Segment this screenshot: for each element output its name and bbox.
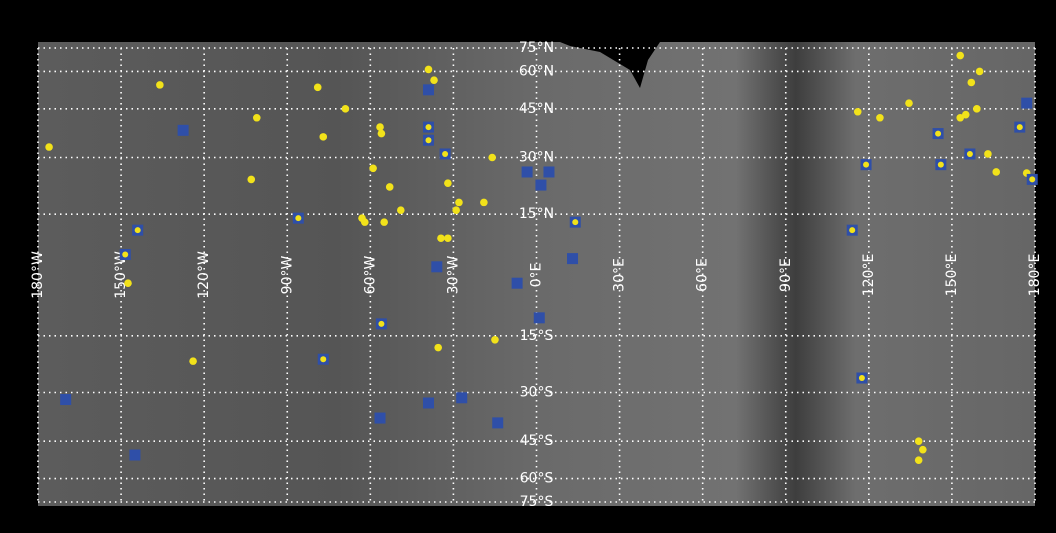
site-marker bbox=[156, 81, 164, 89]
site-marker bbox=[378, 130, 386, 138]
site-marker-dot bbox=[938, 162, 944, 168]
site-marker bbox=[956, 52, 964, 60]
site-marker-dot bbox=[320, 356, 326, 362]
site-marker bbox=[437, 234, 445, 242]
site-marker bbox=[314, 84, 322, 92]
site-marker bbox=[189, 357, 197, 365]
site-marker bbox=[423, 84, 434, 95]
site-marker bbox=[968, 79, 976, 87]
site-marker bbox=[397, 206, 405, 214]
site-marker bbox=[491, 336, 499, 344]
site-marker bbox=[342, 105, 350, 113]
site-marker-dot bbox=[425, 124, 431, 130]
site-marker-dot bbox=[442, 151, 448, 157]
site-marker bbox=[992, 168, 1000, 176]
site-marker bbox=[915, 437, 923, 445]
site-marker bbox=[376, 123, 384, 131]
site-marker bbox=[431, 261, 442, 272]
site-marker bbox=[361, 218, 369, 226]
site-marker bbox=[876, 114, 884, 122]
site-marker bbox=[567, 253, 578, 264]
site-marker-dot bbox=[863, 162, 869, 168]
site-marker bbox=[488, 154, 496, 162]
latitude-label: 30°N bbox=[519, 150, 554, 166]
longitude-label: 180°E bbox=[1027, 254, 1043, 297]
site-marker-dot bbox=[295, 215, 301, 221]
site-marker bbox=[915, 456, 923, 464]
site-marker-dot bbox=[425, 137, 431, 143]
site-marker bbox=[1021, 98, 1032, 109]
longitude-label: 120°E bbox=[861, 254, 877, 297]
site-marker bbox=[129, 450, 140, 461]
latitude-label: 60°S bbox=[520, 471, 554, 487]
site-marker-dot bbox=[1017, 124, 1023, 130]
site-marker bbox=[124, 279, 132, 287]
site-marker bbox=[253, 114, 261, 122]
longitude-label: 30°W bbox=[445, 256, 461, 295]
site-marker-dot bbox=[849, 227, 855, 233]
latitude-label: 45°S bbox=[520, 433, 554, 449]
site-marker bbox=[534, 312, 545, 323]
longitude-label: 90°W bbox=[279, 256, 295, 295]
latitude-label: 15°N bbox=[519, 206, 554, 222]
site-marker bbox=[444, 234, 452, 242]
site-marker bbox=[444, 179, 452, 187]
longitude-label: 120°W bbox=[196, 251, 212, 299]
longitude-label: 0°E bbox=[529, 263, 545, 288]
longitude-label: 180°W bbox=[30, 251, 46, 299]
site-marker bbox=[919, 446, 927, 454]
site-marker bbox=[434, 344, 442, 352]
site-marker bbox=[455, 199, 463, 207]
longitude-label: 30°E bbox=[612, 258, 628, 292]
site-marker-dot bbox=[935, 131, 941, 137]
site-marker-dot bbox=[967, 151, 973, 157]
site-marker-dot bbox=[572, 219, 578, 225]
site-marker-dot bbox=[122, 252, 128, 258]
latitude-label: 75°S bbox=[520, 494, 554, 510]
site-marker bbox=[45, 143, 53, 151]
site-marker bbox=[522, 166, 533, 177]
site-marker bbox=[543, 166, 554, 177]
site-marker bbox=[369, 165, 377, 173]
longitude-label: 150°E bbox=[944, 254, 960, 297]
latitude-label: 30°S bbox=[520, 385, 554, 401]
latitude-label: 15°S bbox=[520, 328, 554, 344]
site-marker bbox=[854, 108, 862, 116]
site-marker-dot bbox=[378, 321, 384, 327]
site-marker bbox=[973, 105, 981, 113]
site-marker bbox=[984, 150, 992, 158]
site-marker bbox=[456, 392, 467, 403]
site-marker bbox=[60, 394, 71, 405]
site-marker bbox=[425, 66, 433, 74]
site-marker bbox=[247, 176, 255, 184]
site-marker bbox=[430, 76, 438, 84]
site-marker bbox=[512, 278, 523, 289]
longitude-label: 60°E bbox=[695, 258, 711, 292]
site-marker bbox=[480, 199, 488, 207]
site-marker bbox=[423, 397, 434, 408]
site-marker bbox=[386, 183, 394, 191]
site-marker bbox=[492, 417, 503, 428]
latitude-label: 60°N bbox=[519, 63, 554, 79]
site-marker-dot bbox=[1029, 176, 1035, 182]
latitude-label: 75°N bbox=[519, 40, 554, 56]
site-marker-dot bbox=[135, 227, 141, 233]
site-marker-dot bbox=[859, 375, 865, 381]
longitude-label: 60°W bbox=[362, 256, 378, 295]
site-marker bbox=[178, 125, 189, 136]
site-marker bbox=[976, 68, 984, 76]
site-marker bbox=[535, 180, 546, 191]
map-view: 180°W150°W120°W90°W60°W30°W0°E30°E60°E90… bbox=[0, 0, 1056, 533]
site-marker bbox=[905, 99, 913, 107]
site-marker bbox=[380, 218, 388, 226]
site-marker bbox=[375, 413, 386, 424]
site-marker bbox=[319, 133, 327, 141]
latitude-label: 45°N bbox=[519, 101, 554, 117]
site-marker bbox=[452, 206, 460, 214]
site-marker bbox=[962, 111, 970, 119]
longitude-label: 90°E bbox=[778, 258, 794, 292]
